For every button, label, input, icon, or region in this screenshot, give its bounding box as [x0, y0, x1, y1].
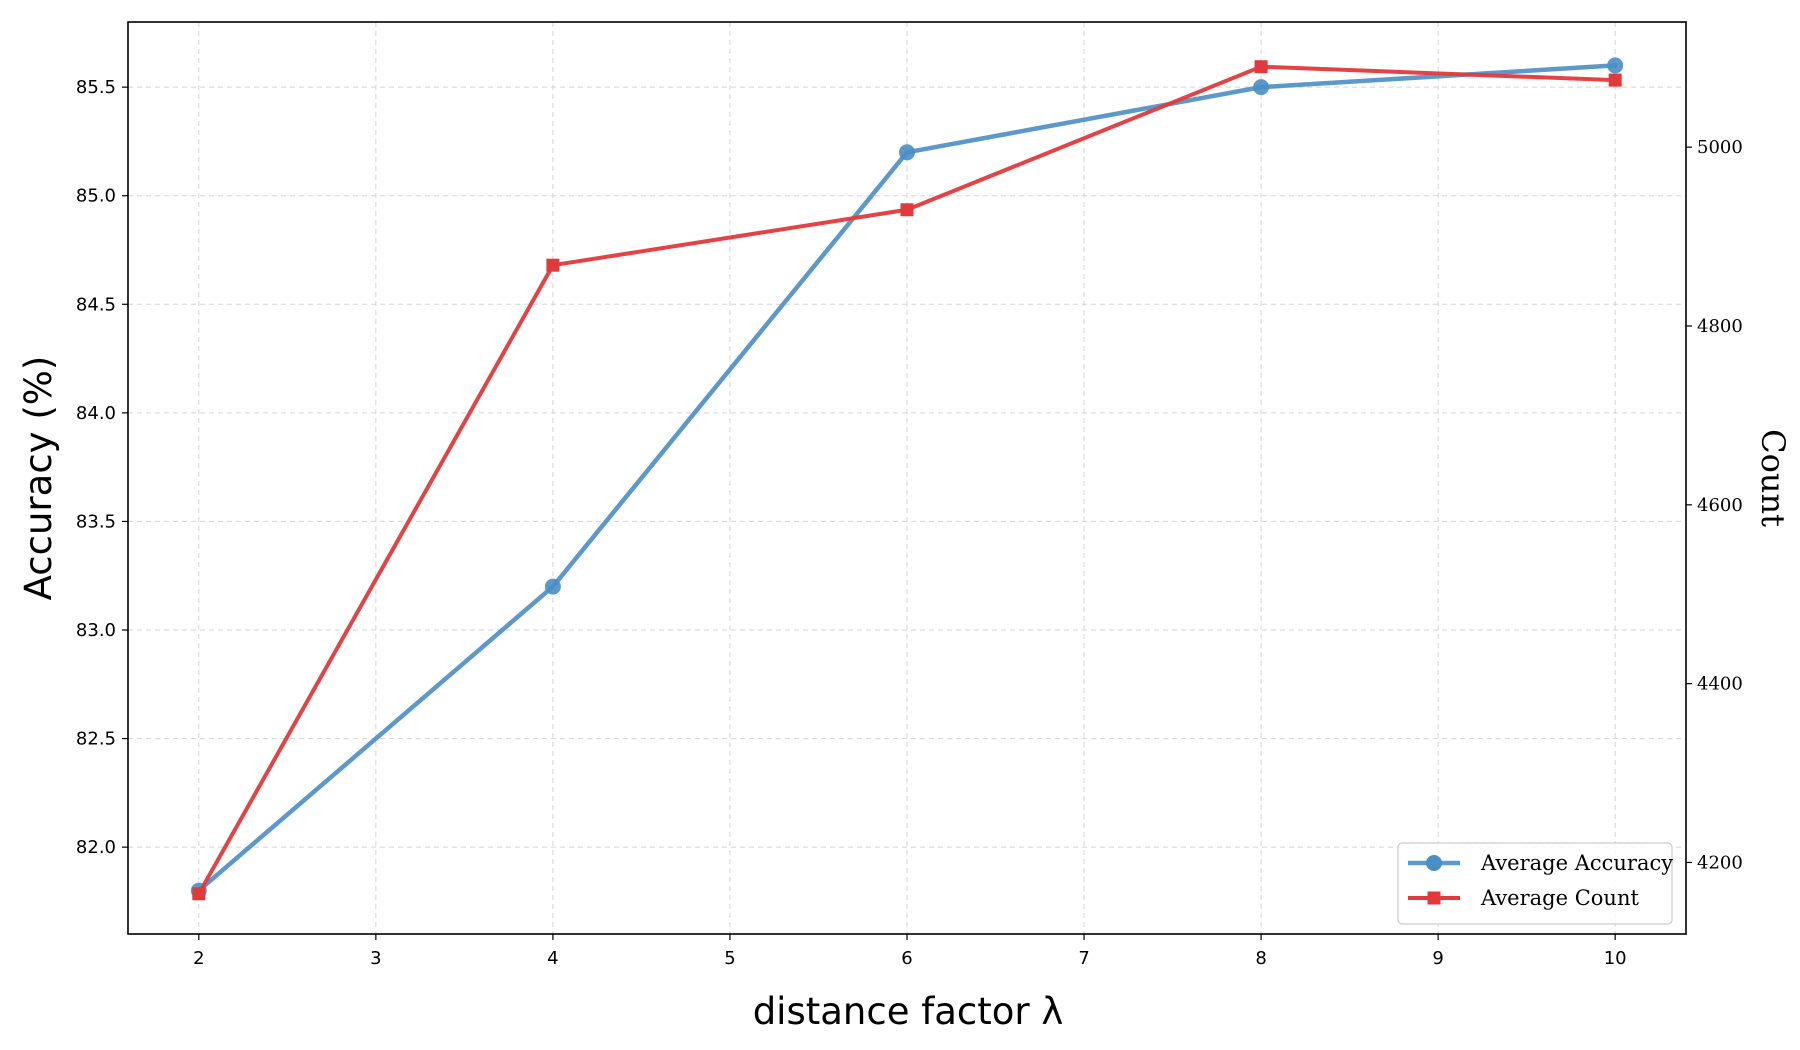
x-tick-label: 7	[1078, 948, 1089, 969]
y2-tick-label: 5000	[1697, 137, 1743, 158]
left-y-axis-title: Accuracy (%)	[17, 356, 60, 601]
legend-accuracy-marker	[1426, 855, 1442, 871]
y-tick-label: 84.5	[76, 294, 116, 315]
x-tick-label: 6	[901, 948, 912, 969]
y2-tick-label: 4800	[1697, 316, 1743, 337]
y-tick-label: 85.0	[76, 186, 116, 207]
x-tick-label: 9	[1432, 948, 1443, 969]
accuracy-point	[544, 578, 561, 595]
gridlines	[128, 22, 1686, 934]
accuracy-series-line	[196, 63, 1618, 893]
series-lines	[190, 57, 1624, 901]
count-point	[192, 887, 206, 901]
y-tick-label: 82.0	[76, 837, 116, 858]
right-y-axis-ticks: 4200 4400 4600 4800 5000	[1686, 137, 1743, 873]
count-point	[1608, 73, 1622, 87]
count-point	[900, 203, 914, 217]
x-tick-label: 2	[193, 948, 204, 969]
legend-box	[1397, 842, 1673, 925]
accuracy-point	[1607, 57, 1624, 74]
y-tick-label: 84.0	[76, 403, 116, 424]
x-tick-label: 3	[370, 948, 381, 969]
y-tick-label: 83.0	[76, 620, 116, 641]
y-tick-label: 85.5	[76, 77, 116, 98]
y2-tick-label: 4600	[1697, 495, 1743, 516]
count-point	[546, 258, 560, 272]
x-axis-title: distance factor λ	[753, 990, 1064, 1033]
x-tick-label: 10	[1604, 948, 1627, 969]
legend-accuracy-label: Average Accuracy	[1480, 851, 1673, 875]
count-point	[1254, 60, 1268, 74]
accuracy-point	[1253, 79, 1270, 96]
legend-count-label: Average Count	[1480, 886, 1639, 910]
y2-tick-label: 4400	[1697, 674, 1743, 695]
left-y-axis-ticks: 82.0 82.5 83.0 83.5 84.0 84.5 85.0 85.5	[76, 77, 128, 858]
legend-count-marker	[1427, 891, 1441, 905]
x-tick-label: 5	[724, 948, 735, 969]
right-y-axis-title: Count	[1754, 429, 1792, 527]
y-tick-label: 83.5	[76, 511, 116, 532]
legend: Average Accuracy Average Count	[1397, 842, 1673, 925]
x-axis-ticks: 2 3 4 5 6 7 8 9 10	[193, 934, 1627, 969]
y-tick-label: 82.5	[76, 729, 116, 750]
y2-tick-label: 4200	[1697, 852, 1743, 873]
accuracy-point	[899, 144, 915, 161]
x-tick-label: 8	[1255, 948, 1266, 969]
x-tick-label: 4	[547, 948, 558, 969]
